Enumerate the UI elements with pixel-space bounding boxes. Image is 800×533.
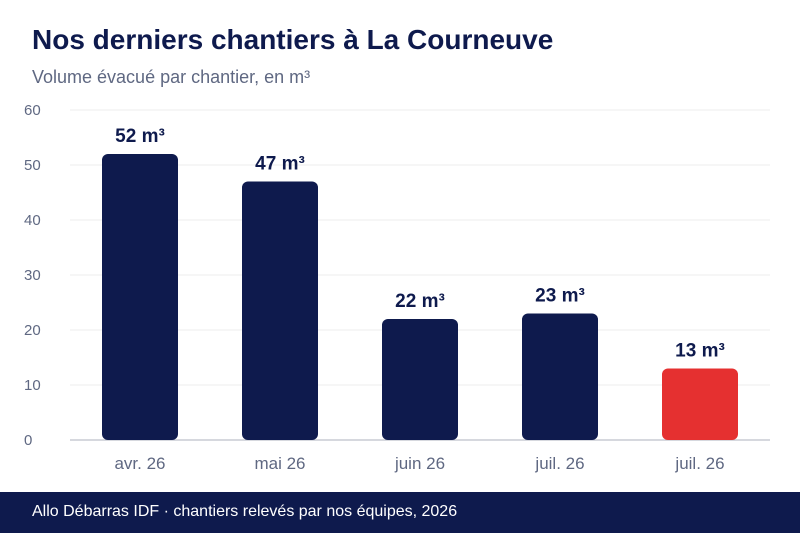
chart-subtitle: Volume évacué par chantier, en m³ xyxy=(32,67,311,87)
y-tick-label: 40 xyxy=(24,212,41,229)
data-label: 22 m³ xyxy=(395,291,445,312)
bar xyxy=(242,181,318,440)
data-label: 23 m³ xyxy=(535,286,585,307)
footer-bar: Allo Débarras IDF · chantiers relevés pa… xyxy=(0,492,800,533)
data-label: 47 m³ xyxy=(255,154,305,175)
x-tick-label: avr. 26 xyxy=(114,454,165,473)
bar xyxy=(662,368,738,440)
y-tick-label: 10 xyxy=(24,377,41,394)
y-tick-label: 20 xyxy=(24,322,41,339)
x-tick-label: juil. 26 xyxy=(534,454,584,473)
bar xyxy=(382,319,458,440)
footer-source: Allo Débarras IDF · chantiers relevés pa… xyxy=(32,503,458,520)
bar xyxy=(102,154,178,440)
chart-title: Nos derniers chantiers à La Courneuve xyxy=(32,24,554,55)
x-tick-label: mai 26 xyxy=(254,454,305,473)
y-tick-label: 50 xyxy=(24,157,41,174)
bar xyxy=(522,313,598,440)
y-tick-label: 60 xyxy=(24,102,41,119)
x-tick-label: juin 26 xyxy=(394,454,445,473)
data-label: 13 m³ xyxy=(675,341,725,362)
y-tick-label: 30 xyxy=(24,267,41,284)
data-label: 52 m³ xyxy=(115,126,165,147)
y-tick-label: 0 xyxy=(24,432,32,449)
bar-chart: 0 10 20 30 40 50 60 52 m³ avr. 26 47 m³ mai 26 22 m… xyxy=(24,102,770,473)
x-tick-label: juil. 26 xyxy=(674,454,724,473)
